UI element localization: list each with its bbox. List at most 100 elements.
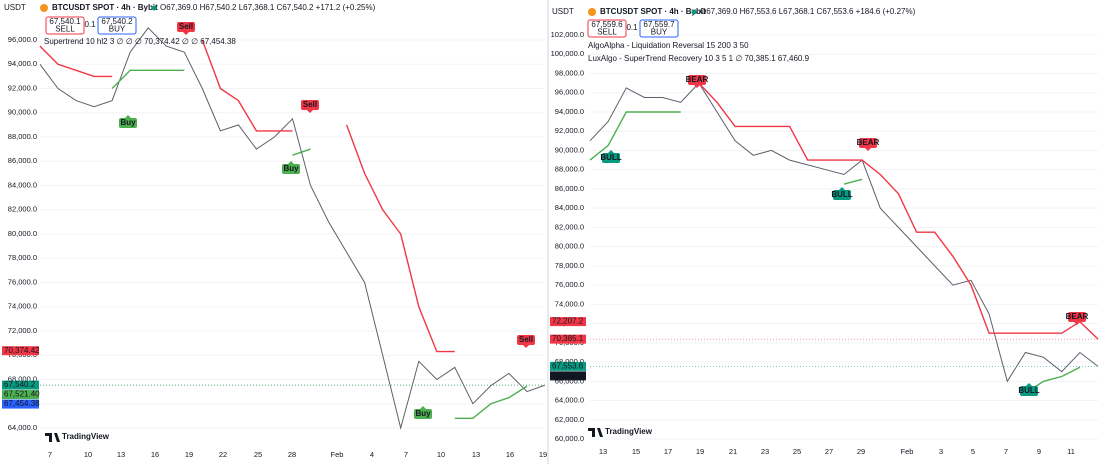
order-quantity: 0.1 [84,20,96,29]
y-tick-label: 96,000.0 [8,35,37,44]
signal-label: BULL [1018,386,1039,395]
x-tick-label: 13 [599,447,607,456]
signal-label: BULL [600,153,621,162]
signal-pointer [420,406,426,409]
y-tick-label: 96,000.0 [555,88,584,97]
y-tick-label: 72,000.0 [8,326,37,335]
buy-label: BUY [109,25,126,34]
y-tick-label: 60,000.0 [555,434,584,443]
price-badge [550,334,586,344]
price-badge [2,346,39,356]
status-dot [691,9,697,15]
x-tick-label: Feb [331,450,344,459]
y-tick-label: 84,000.0 [8,180,37,189]
signal-label: BEAR [1066,312,1089,321]
sell-button[interactable] [45,16,85,35]
x-tick-label: 27 [825,447,833,456]
symbol-title: BTCUSDT SPOT · 4h · Bybit [600,7,706,16]
indicator-legend: Supertrend 10 hl2 3 ∅ ∅ ∅ 70,374.42 ∅ ∅ … [44,37,236,46]
order-quantity: 0.1 [626,23,638,32]
x-tick-label: 21 [729,447,737,456]
x-tick-label: 9 [1037,447,1041,456]
y-tick-label: 84,000.0 [555,203,584,212]
y-tick-label: 74,000.0 [8,302,37,311]
signal-marker [688,75,706,85]
signal-marker [517,335,535,345]
y-tick-label: 90,000.0 [8,108,37,117]
x-tick-label: 17 [664,447,672,456]
price-badge-label: 70,374.42 [4,346,40,355]
y-tick-label: 100,000.0 [551,49,584,58]
symbol-title: BTCUSDT SPOT · 4h · Bybit [52,3,158,12]
signal-pointer [288,161,294,164]
signal-marker [602,153,620,163]
symbol-icon [40,4,48,12]
x-tick-label: 28 [288,450,296,459]
y-tick-label: 94,000.0 [555,107,584,116]
signal-pointer [125,115,131,118]
x-tick-label: 11 [1067,447,1075,456]
sell-button[interactable] [587,19,627,38]
y-tick-label: 80,000.0 [555,242,584,251]
signal-label: Buy [120,118,136,127]
x-tick-label: 4 [370,450,374,459]
y-tick-label: 62,000.0 [555,415,584,424]
price-badge [550,317,586,327]
y-tick-label: 66,000.0 [555,376,584,385]
signal-pointer [523,345,529,348]
y-tick-label: 78,000.0 [555,261,584,270]
signal-label: BULL [831,190,852,199]
signal-marker [1020,386,1038,396]
y-tick-label: 64,000.0 [8,423,37,432]
bear-trend-line [698,82,1099,340]
status-dot [151,5,157,11]
buy-button[interactable] [97,16,137,35]
price-badge-label: 67,460.9 [552,371,584,380]
bull-trend-line [111,69,528,419]
price-badge-label: 67,553.6 [552,361,584,370]
symbol-icon [588,8,596,16]
x-tick-label: 16 [506,450,514,459]
x-tick-label: 25 [254,450,262,459]
signal-pointer [865,148,871,151]
signal-label: BEAR [686,75,709,84]
buy-label: BUY [651,28,668,37]
signal-pointer [307,110,313,113]
price-badge [2,380,39,390]
signal-pointer [1074,322,1080,325]
x-tick-label: 19 [539,450,547,459]
sell-label: SELL [55,25,75,34]
x-tick-label: 19 [185,450,193,459]
x-tick-label: 10 [437,450,445,459]
logo-icon [45,433,60,442]
y-tick-label: 92,000.0 [8,83,37,92]
indicator-legend: AlgoAlpha - Liquidation Reversal 15 200 … [588,41,749,50]
ohlc-values: O67,369.0 H67,540.2 L67,368.1 C67,540.2 … [160,3,376,12]
price-badge [2,390,39,400]
indicator-legend: LuxAlgo - SuperTrend Recovery 10 3 5 1 ∅… [588,54,810,63]
x-tick-label: 19 [696,447,704,456]
signal-marker [177,22,195,32]
x-tick-label: 23 [761,447,769,456]
currency-label: USDT [552,7,574,16]
price-badge-label: 70,385.1 [552,334,584,343]
price-badge-label: 67,521.40 [4,390,40,399]
signal-marker [833,190,851,200]
signal-marker [119,118,137,128]
signal-label: Sell [303,100,317,109]
signal-marker [1068,312,1086,322]
x-tick-label: 16 [151,450,159,459]
signal-label: Sell [179,22,193,31]
x-tick-label: 7 [1004,447,1008,456]
x-tick-label: 7 [48,450,52,459]
y-tick-label: 86,000.0 [8,156,37,165]
x-tick-label: 3 [939,447,943,456]
y-axis: 60,000.0 62,000.0 64,000.0 66,000.0 68,000.0… [551,30,1075,456]
ohlc-values: O67,369.0 H67,553.6 L67,368.1 C67,553.6 … [700,7,916,16]
chart-panel: 60,000.0 62,000.0 64,000.0 66,000.0 68,000.0… [550,7,1099,456]
price-badge [2,399,39,409]
buy-button[interactable] [639,19,679,38]
sell-price: 67,559.6 [591,20,623,29]
y-tick-label: 102,000.0 [551,30,584,39]
logo-text: TradingView [605,427,653,436]
